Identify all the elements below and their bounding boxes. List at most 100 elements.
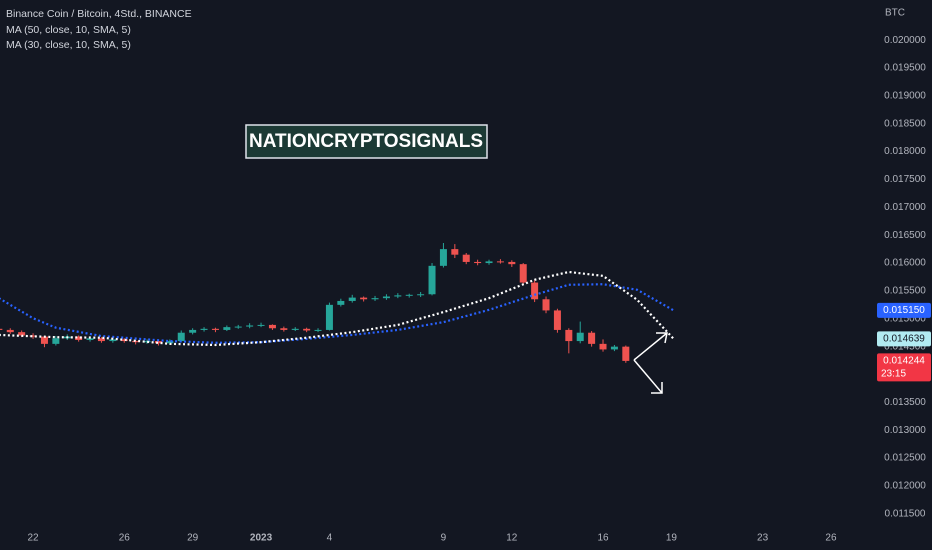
candle-body (474, 261, 482, 264)
candle-body (610, 346, 618, 350)
candle-body (371, 298, 379, 300)
x-tick-label: 23 (757, 533, 769, 544)
x-tick-label: 22 (27, 533, 39, 544)
x-tick-label: 29 (187, 533, 199, 544)
candle-body (291, 328, 299, 330)
arrows (633, 332, 668, 394)
candle-body (576, 332, 584, 342)
y-tick-label: 0.017000 (884, 202, 926, 213)
candle-body (405, 294, 413, 296)
watermark-box (245, 124, 488, 159)
candle-body (531, 282, 539, 300)
x-tick-label: 26 (825, 533, 837, 544)
candle-body (211, 328, 219, 330)
candle-body (542, 299, 550, 311)
price-label-box (877, 331, 931, 347)
candle-body (0, 328, 3, 330)
y-tick-label: 0.016500 (884, 230, 926, 241)
candle-body (622, 346, 630, 361)
candle-body (360, 297, 368, 300)
candle-body (280, 328, 288, 330)
candle-body (417, 294, 425, 296)
x-tick-label: 4 (327, 533, 333, 544)
candle-body (132, 341, 140, 343)
candle-body (6, 329, 14, 333)
candle-body (143, 341, 151, 343)
y-tick-label: 0.013500 (884, 397, 926, 408)
candle-body (553, 310, 561, 330)
candle-body (154, 341, 162, 344)
candle-body (508, 261, 516, 265)
candle-body (588, 332, 596, 344)
candle-body (382, 296, 390, 299)
x-tick-label: 26 (119, 533, 131, 544)
x-tick-label: 19 (666, 533, 678, 544)
axis-unit: BTC (885, 8, 905, 19)
candle-body (485, 261, 493, 264)
chart-title: Binance Coin / Bitcoin, 4Std., BINANCE (6, 8, 192, 20)
candle-body (40, 336, 48, 344)
y-tick-label: 0.019000 (884, 90, 926, 101)
price-label: 0.014244 (883, 356, 925, 367)
candle-body (314, 329, 322, 331)
candle-body (177, 332, 185, 342)
candle-body (52, 338, 60, 344)
y-tick-label: 0.016000 (884, 258, 926, 269)
candle-body (348, 297, 356, 301)
y-tick-label: 0.018500 (884, 118, 926, 129)
y-tick-label: 0.012500 (884, 453, 926, 464)
price-label: 0.014639 (883, 334, 925, 345)
plot-area (0, 242, 675, 363)
candle-body (166, 341, 174, 344)
y-tick-label: 0.011500 (885, 508, 926, 519)
x-tick-label: 9 (441, 533, 447, 544)
x-tick-label: 16 (597, 533, 609, 544)
y-tick-label: 0.015500 (884, 286, 926, 297)
candle-body (29, 335, 37, 337)
y-tick-label: 0.018000 (884, 146, 926, 157)
legend-entry: MA (30, close, 10, SMA, 5) (6, 39, 131, 51)
y-tick-label: 0.020000 (884, 35, 926, 46)
candle-body (18, 332, 26, 336)
price-label-time: 23:15 (881, 369, 906, 380)
y-tick-label: 0.019500 (884, 63, 926, 74)
candle-body (246, 325, 254, 327)
candle-body (97, 338, 105, 342)
price-label-box (877, 302, 931, 318)
price-label: 0.015150 (883, 305, 925, 316)
ma-line (0, 283, 675, 344)
y-tick-label: 0.017500 (884, 174, 926, 185)
candle-body (257, 324, 265, 326)
x-tick-label: 12 (506, 533, 518, 544)
candle-body (325, 304, 333, 330)
candle-body (75, 336, 83, 340)
candle-body (200, 328, 208, 330)
candle-body (189, 329, 197, 333)
x-tick-label: 2023 (250, 533, 273, 544)
watermark: NATIONCRYPTOSIGNALS (249, 131, 483, 152)
y-tick-label: 0.015000 (884, 313, 926, 324)
y-tick-label: 0.014500 (884, 341, 926, 352)
candle-body (337, 300, 345, 305)
candle-body (428, 265, 436, 295)
candle-body (462, 254, 470, 262)
candle-body (496, 261, 504, 263)
candle-body (394, 295, 402, 297)
candle-body (599, 343, 607, 350)
candle-body (223, 327, 231, 330)
ma-line (0, 270, 675, 347)
arrow-up (633, 332, 668, 361)
candle-body (234, 326, 242, 328)
y-tick-label: 0.013000 (884, 425, 926, 436)
price-labels: 0.011500 0.012000 0.012500 0.013000 0.013500… (27, 35, 931, 544)
candle-body (565, 329, 573, 342)
candle-body (303, 328, 311, 331)
candle-body (109, 339, 117, 342)
candle-body (268, 324, 276, 329)
candle-body (120, 339, 128, 342)
legend-entry: MA (50, close, 10, SMA, 5) (6, 24, 131, 36)
price-label-box (877, 353, 931, 382)
